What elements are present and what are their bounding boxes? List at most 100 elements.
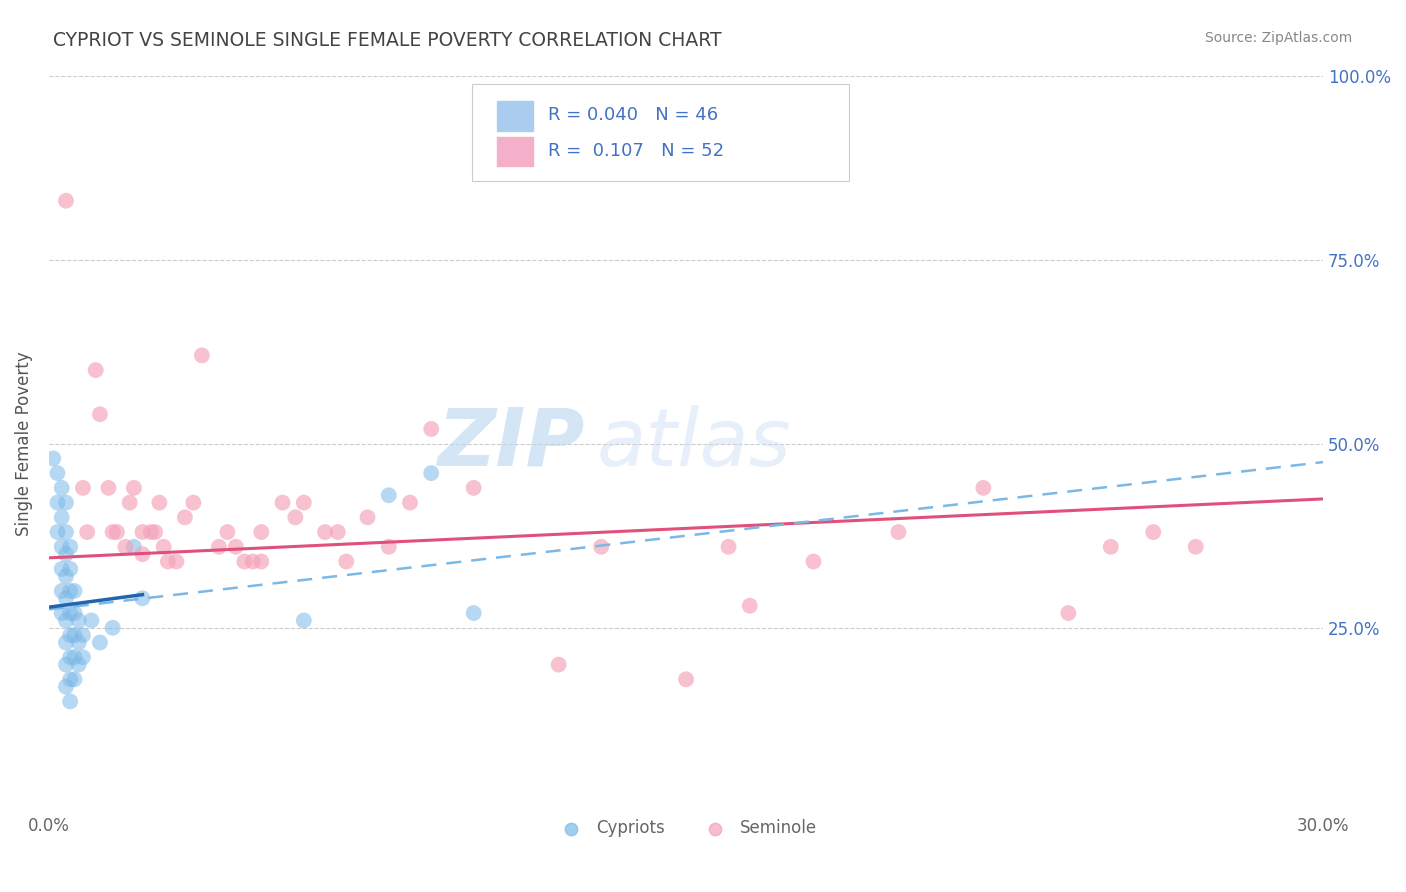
Point xyxy=(55,591,77,606)
Point xyxy=(225,540,247,554)
Point xyxy=(76,524,98,539)
Point xyxy=(250,524,273,539)
Point xyxy=(51,606,73,620)
Point xyxy=(242,555,264,569)
Point xyxy=(63,628,86,642)
Point xyxy=(55,524,77,539)
Point xyxy=(59,540,82,554)
Point xyxy=(80,614,103,628)
Point xyxy=(887,524,910,539)
Point xyxy=(55,194,77,208)
Legend: Cypriots, Seminole: Cypriots, Seminole xyxy=(548,813,824,844)
Point xyxy=(131,524,153,539)
Point xyxy=(292,614,315,628)
Point xyxy=(89,407,111,421)
Point xyxy=(191,348,214,362)
Y-axis label: Single Female Poverty: Single Female Poverty xyxy=(15,351,32,536)
Point xyxy=(335,555,357,569)
Point xyxy=(55,614,77,628)
Point xyxy=(59,628,82,642)
Point xyxy=(165,555,187,569)
Point xyxy=(292,495,315,509)
Point xyxy=(55,657,77,672)
Point xyxy=(139,524,162,539)
Text: atlas: atlas xyxy=(598,405,792,483)
Point xyxy=(173,510,195,524)
Point xyxy=(55,680,77,694)
Point xyxy=(314,524,336,539)
Point xyxy=(59,650,82,665)
Point xyxy=(59,606,82,620)
Point xyxy=(51,584,73,599)
Point xyxy=(399,495,422,509)
Point xyxy=(55,495,77,509)
Point xyxy=(72,650,94,665)
Point xyxy=(377,488,399,502)
FancyBboxPatch shape xyxy=(498,136,533,166)
Point xyxy=(547,657,569,672)
Text: R =  0.107   N = 52: R = 0.107 N = 52 xyxy=(548,143,724,161)
Point xyxy=(738,599,761,613)
Point xyxy=(72,481,94,495)
Text: CYPRIOT VS SEMINOLE SINGLE FEMALE POVERTY CORRELATION CHART: CYPRIOT VS SEMINOLE SINGLE FEMALE POVERT… xyxy=(53,31,723,50)
Point xyxy=(97,481,120,495)
Point xyxy=(1142,524,1164,539)
Point xyxy=(72,628,94,642)
Point xyxy=(208,540,231,554)
FancyBboxPatch shape xyxy=(472,85,849,181)
Point xyxy=(675,673,697,687)
Point xyxy=(1099,540,1122,554)
Point xyxy=(250,555,273,569)
Point xyxy=(1184,540,1206,554)
Point xyxy=(122,540,145,554)
Point xyxy=(59,562,82,576)
FancyBboxPatch shape xyxy=(498,102,533,131)
Point xyxy=(156,555,179,569)
Point xyxy=(46,495,69,509)
Point xyxy=(55,547,77,561)
Point xyxy=(591,540,613,554)
Point xyxy=(59,673,82,687)
Point xyxy=(51,510,73,524)
Point xyxy=(89,635,111,649)
Point xyxy=(152,540,174,554)
Point xyxy=(67,657,90,672)
Point xyxy=(63,606,86,620)
Point xyxy=(143,524,166,539)
Point xyxy=(463,481,485,495)
Point xyxy=(377,540,399,554)
Point xyxy=(51,481,73,495)
Point xyxy=(105,524,128,539)
Point xyxy=(46,466,69,480)
Point xyxy=(42,451,65,466)
Point xyxy=(101,524,124,539)
Point xyxy=(51,540,73,554)
Point xyxy=(122,481,145,495)
Point xyxy=(148,495,170,509)
Point xyxy=(51,562,73,576)
Point xyxy=(463,606,485,620)
Point xyxy=(326,524,349,539)
Point xyxy=(59,584,82,599)
Point xyxy=(63,584,86,599)
Point xyxy=(233,555,256,569)
Point xyxy=(356,510,378,524)
Point xyxy=(217,524,239,539)
Point xyxy=(55,569,77,583)
Point xyxy=(114,540,136,554)
Point xyxy=(101,621,124,635)
Text: R = 0.040   N = 46: R = 0.040 N = 46 xyxy=(548,105,718,124)
Point xyxy=(59,694,82,708)
Point xyxy=(67,635,90,649)
Point xyxy=(972,481,994,495)
Point xyxy=(1057,606,1080,620)
Point xyxy=(84,363,107,377)
Point xyxy=(420,422,443,436)
Point xyxy=(118,495,141,509)
Point xyxy=(131,547,153,561)
Point xyxy=(67,614,90,628)
Point xyxy=(271,495,294,509)
Text: Source: ZipAtlas.com: Source: ZipAtlas.com xyxy=(1205,31,1353,45)
Text: ZIP: ZIP xyxy=(437,405,583,483)
Point xyxy=(46,524,69,539)
